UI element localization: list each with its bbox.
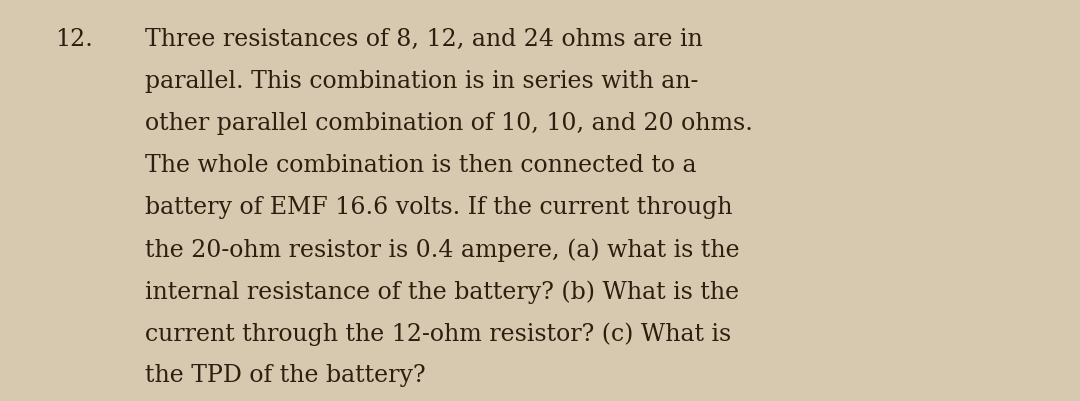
Text: The whole combination is then connected to a: The whole combination is then connected … (145, 154, 697, 176)
Text: internal resistance of the battery? (b) What is the: internal resistance of the battery? (b) … (145, 279, 739, 303)
Text: battery of EMF 16.6 volts. If the current through: battery of EMF 16.6 volts. If the curren… (145, 196, 732, 219)
Text: 12.: 12. (55, 28, 93, 51)
Text: the TPD of the battery?: the TPD of the battery? (145, 363, 426, 386)
Text: parallel. This combination is in series with an-: parallel. This combination is in series … (145, 70, 699, 93)
Text: the 20-ohm resistor is 0.4 ampere, (a) what is the: the 20-ohm resistor is 0.4 ampere, (a) w… (145, 237, 740, 261)
Text: other parallel combination of 10, 10, and 20 ohms.: other parallel combination of 10, 10, an… (145, 112, 753, 135)
Text: Three resistances of 8, 12, and 24 ohms are in: Three resistances of 8, 12, and 24 ohms … (145, 28, 703, 51)
Text: current through the 12-ohm resistor? (c) What is: current through the 12-ohm resistor? (c)… (145, 321, 731, 345)
